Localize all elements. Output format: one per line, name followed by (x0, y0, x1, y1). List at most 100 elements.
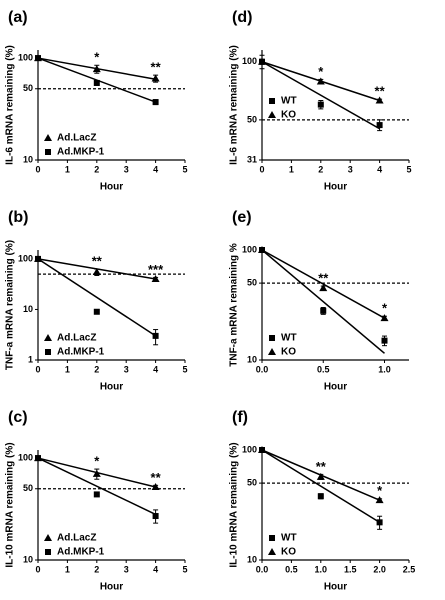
panel-label: (a) (8, 9, 28, 26)
panel: (d) IL-6 mRNA remaining (%) Hour 31 50 100 0 1 2… (229, 9, 412, 192)
legend-marker (45, 349, 51, 355)
y-axis-label: IL-6 mRNA remaining (%) (229, 45, 240, 165)
panel-label: (f) (232, 409, 248, 426)
x-tick-label: 2 (94, 164, 99, 174)
marker-triangle (319, 284, 328, 292)
y-tick-label: 10 (23, 304, 33, 314)
y-tick-label: 50 (23, 83, 33, 93)
y-axis-label: IL-10 mRNA remaining (%) (5, 442, 16, 567)
y-tick-label: 100 (18, 52, 33, 62)
marker-square (93, 491, 100, 498)
legend-marker (45, 149, 51, 155)
y-axis-label: TNF-a mRNA remaining % (229, 243, 240, 367)
y-tick-label: 50 (247, 277, 257, 287)
y-axis-label: IL-10 mRNA remaining (%) (229, 442, 240, 567)
marker-square (35, 455, 41, 462)
panel-label: (d) (232, 9, 252, 26)
fit-line (261, 249, 385, 319)
marker-triangle (375, 96, 384, 104)
legend-label: WT (281, 333, 297, 344)
legend-marker (269, 535, 275, 541)
x-tick-label: 4 (153, 164, 158, 174)
y-tick-label: 50 (247, 477, 257, 487)
marker-square (376, 519, 383, 526)
x-tick-label: 4 (377, 164, 382, 174)
x-tick-label: 2.0 (373, 564, 386, 574)
fit-line (261, 61, 380, 130)
marker-square (152, 332, 159, 339)
legend-marker (44, 134, 52, 141)
marker-triangle (151, 483, 160, 491)
y-tick-label: 10 (23, 154, 33, 164)
marker-square (317, 493, 324, 500)
legend-label: KO (281, 547, 296, 558)
marker-triangle (92, 469, 101, 477)
legend-label: Ad.MKP-1 (57, 147, 105, 158)
x-tick-label: 0.0 (256, 564, 269, 574)
fit-line (37, 457, 156, 516)
significance-mark: * (94, 50, 100, 65)
panel: (c) IL-10 mRNA remaining (%) Hour 10 50 100 0 1… (5, 409, 188, 592)
y-axis-label: TNF-a mRNA remaining (%) (5, 240, 16, 370)
x-tick-label: 3 (124, 164, 129, 174)
x-axis-label: Hour (324, 382, 347, 393)
y-tick-label: 100 (242, 244, 257, 254)
significance-mark: ** (316, 459, 327, 474)
marker-triangle (151, 74, 160, 82)
y-tick-label: 10 (247, 354, 257, 364)
x-tick-label: 0 (35, 164, 40, 174)
x-tick-label: 3 (348, 164, 353, 174)
marker-triangle (380, 314, 389, 322)
significance-mark: ** (375, 84, 386, 99)
y-tick-label: 1 (28, 354, 33, 364)
y-tick-label: 100 (242, 444, 257, 454)
legend-label: Ad.MKP-1 (57, 347, 105, 358)
panel-label: (e) (232, 209, 252, 226)
legend-label: Ad.LacZ (57, 533, 96, 544)
x-tick-label: 0.5 (285, 564, 298, 574)
panel: (a) IL-6 mRNA remaining (%) Hour 10 50 100 0 1 2… (5, 9, 188, 192)
significance-mark: * (94, 454, 100, 469)
significance-mark: * (318, 64, 324, 79)
x-tick-label: 2.5 (403, 564, 416, 574)
marker-triangle (316, 77, 325, 85)
x-tick-label: 0 (35, 564, 40, 574)
marker-triangle (375, 496, 384, 504)
y-tick-label: 50 (23, 483, 33, 493)
x-tick-label: 1.0 (315, 564, 328, 574)
significance-mark: *** (148, 262, 164, 277)
legend-label: Ad.MKP-1 (57, 547, 105, 558)
legend-label: WT (281, 96, 297, 107)
significance-mark: ** (151, 470, 162, 485)
marker-square (93, 79, 100, 86)
legend-label: KO (281, 347, 296, 358)
marker-square (320, 307, 327, 314)
y-tick-label: 31 (247, 154, 257, 164)
marker-square (376, 122, 383, 129)
marker-square (35, 255, 41, 262)
x-tick-label: 5 (182, 164, 187, 174)
x-tick-label: 1 (289, 164, 294, 174)
significance-mark: * (382, 301, 388, 316)
legend-label: WT (281, 533, 297, 544)
y-axis-label: IL-6 mRNA remaining (%) (5, 45, 16, 165)
x-tick-label: 0 (35, 364, 40, 374)
marker-square (317, 101, 324, 108)
x-axis-label: Hour (324, 582, 347, 593)
legend-label: Ad.LacZ (57, 133, 96, 144)
x-tick-label: 5 (182, 564, 187, 574)
x-tick-label: 3 (124, 364, 129, 374)
marker-triangle (92, 65, 101, 73)
panel: (f) IL-10 mRNA remaining (%) Hour 10 50 100 0.… (229, 409, 416, 592)
marker-triangle (92, 268, 101, 276)
panel: (e) TNF-a mRNA remaining % Hour 10 50 100 0.0 0… (229, 209, 409, 393)
significance-mark: ** (92, 253, 103, 268)
fit-line (37, 258, 157, 337)
x-tick-label: 0.0 (256, 364, 269, 374)
y-tick-label: 50 (247, 114, 257, 124)
x-tick-label: 1 (65, 564, 70, 574)
x-tick-label: 1.0 (378, 364, 391, 374)
legend-marker (45, 549, 51, 555)
